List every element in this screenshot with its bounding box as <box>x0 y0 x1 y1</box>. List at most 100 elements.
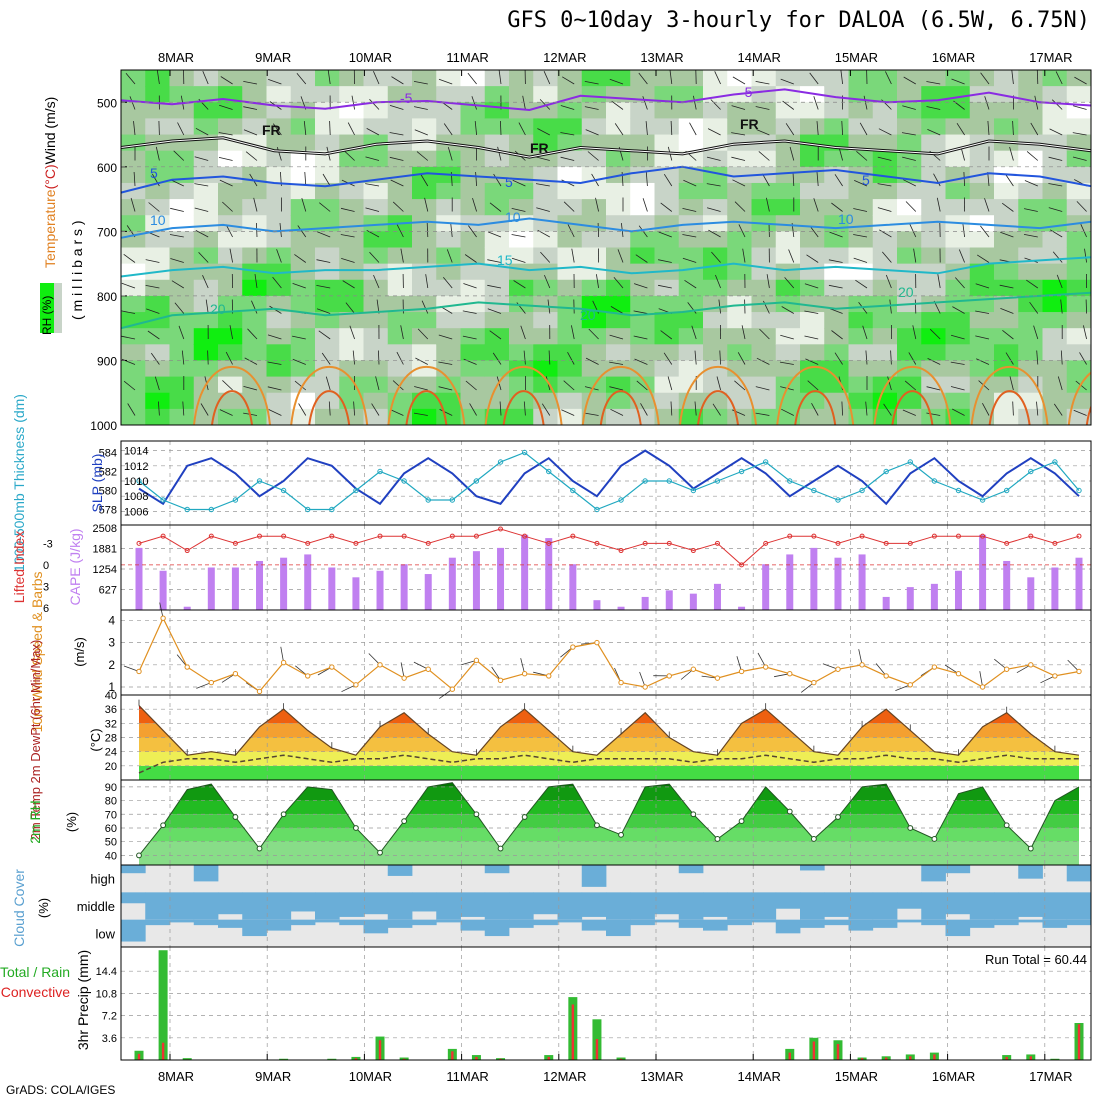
precip-convective-bar <box>378 1040 382 1060</box>
wind-barbs <box>121 70 1087 416</box>
li-point <box>377 533 383 539</box>
rh-cell <box>218 408 243 425</box>
rh-cell <box>654 360 680 378</box>
rh-cell <box>509 70 534 87</box>
wind-barb <box>511 257 526 263</box>
rh-cell <box>678 247 704 265</box>
cape-bar <box>858 554 866 610</box>
rh-cell <box>484 182 510 200</box>
rh-cell <box>509 392 534 410</box>
li-point <box>666 540 672 546</box>
wind-barb <box>865 350 868 365</box>
wind-barb <box>1002 329 1014 340</box>
rh-cell <box>436 182 462 200</box>
rh-cell <box>315 408 340 425</box>
wind-barb <box>567 224 575 238</box>
rh-cell <box>751 70 777 87</box>
precip-convective-bar <box>812 1041 816 1060</box>
rh-cell <box>727 263 753 281</box>
cape-tick-label: 1254 <box>93 564 117 576</box>
cape-bar <box>641 596 649 610</box>
rh-cell <box>533 215 559 232</box>
rh-cell <box>484 118 510 136</box>
rh-cell <box>969 263 995 281</box>
thickness-point <box>618 497 624 503</box>
rh-cell <box>630 344 656 362</box>
wind-barb <box>177 122 185 136</box>
temp-tick-label: 32 <box>105 718 117 730</box>
wind-barb <box>512 179 526 187</box>
wind-barb <box>560 132 575 136</box>
rh-cell <box>412 360 437 378</box>
wind-barb <box>414 129 428 136</box>
wind-barb <box>220 76 233 85</box>
rh-cell <box>1018 376 1044 394</box>
wind-barb <box>450 223 453 238</box>
rh-cell <box>557 231 583 249</box>
rh-cell <box>193 199 219 216</box>
wind-barb <box>645 121 648 136</box>
rh-cell <box>703 118 728 136</box>
rh-cell <box>678 344 704 362</box>
rh-cell <box>921 279 947 297</box>
rh-shading <box>121 70 1091 425</box>
wind-barb <box>804 310 819 314</box>
wind-barb <box>469 403 477 416</box>
cloud-cell <box>484 865 510 874</box>
rh-cell <box>533 295 559 313</box>
wind-speed-point <box>521 670 528 677</box>
cloud-cell <box>606 919 631 937</box>
rh-cell <box>581 360 607 378</box>
cloud-cell <box>484 919 510 937</box>
rh-cell <box>800 263 825 281</box>
wind-barb <box>341 258 355 263</box>
wind-barb <box>511 234 526 238</box>
rh-cell <box>315 344 340 362</box>
li-tick-label: -3 <box>43 538 53 550</box>
wind-barb <box>292 283 306 289</box>
rh-cell <box>824 360 850 378</box>
rh-cell <box>775 279 801 297</box>
li-point <box>305 540 311 546</box>
wind-barb <box>1000 308 1014 314</box>
rh-cell <box>654 215 680 232</box>
wind-barb <box>316 259 331 263</box>
wind-barb <box>975 310 990 314</box>
li-point <box>931 533 937 539</box>
cloud-cell <box>266 892 292 920</box>
rh-cell <box>606 328 631 345</box>
rh-cell <box>848 247 874 265</box>
thickness-point <box>353 487 359 494</box>
rh-cell <box>800 150 825 168</box>
rh-cell <box>630 295 656 313</box>
wind-barb <box>133 121 136 136</box>
cloud-cell <box>218 919 243 928</box>
thickness-point <box>449 497 456 503</box>
rh-point <box>786 808 793 815</box>
wind-barb <box>962 223 965 238</box>
wind-barb <box>319 202 331 212</box>
cape-ylabel: CAPE (J/kg) <box>67 528 83 605</box>
rh-cell <box>509 231 534 249</box>
rh-point <box>401 818 408 825</box>
thickness-point <box>136 478 142 484</box>
wind-barb <box>1012 401 1014 416</box>
wind-barb <box>1056 274 1063 289</box>
wind-barb <box>1012 120 1014 136</box>
contour-label: -5 <box>740 84 753 100</box>
rh-cell <box>751 150 777 168</box>
thickness-point <box>835 497 841 503</box>
rh-cell <box>121 408 146 425</box>
wind-speed-point <box>690 666 697 672</box>
rh-cell <box>703 247 728 265</box>
rh-cell <box>315 102 340 120</box>
cloud-cell <box>412 919 437 926</box>
ylabel-part: (°C) <box>42 164 58 189</box>
wind-barb <box>170 258 184 263</box>
wind-barb <box>853 208 868 212</box>
rh-cell <box>363 295 389 313</box>
thickness-point <box>329 506 335 513</box>
cape-li-frame <box>120 524 1092 611</box>
contour-label: 20 <box>898 284 914 300</box>
wind-tick-label: 1 <box>108 680 115 694</box>
